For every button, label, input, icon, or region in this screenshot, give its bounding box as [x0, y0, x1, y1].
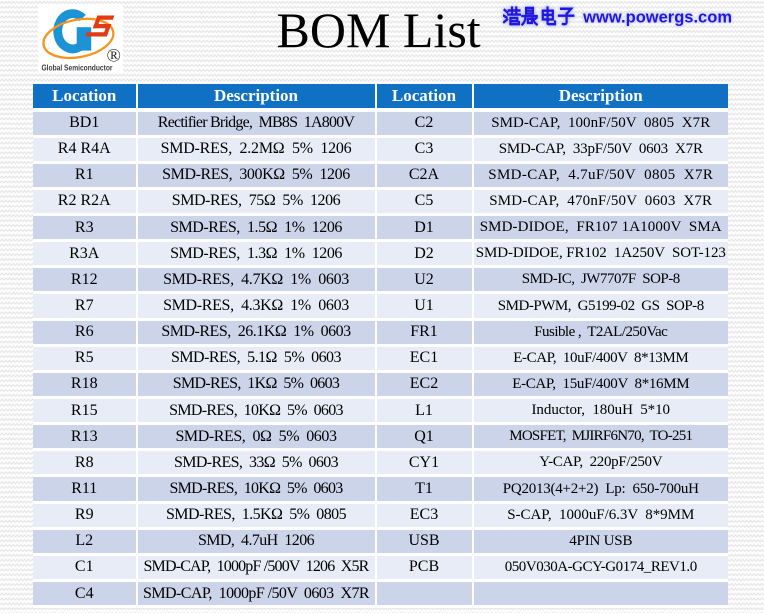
- svg-text:Global Semiconductor: Global Semiconductor: [42, 63, 113, 73]
- svg-text:®: ®: [107, 46, 121, 67]
